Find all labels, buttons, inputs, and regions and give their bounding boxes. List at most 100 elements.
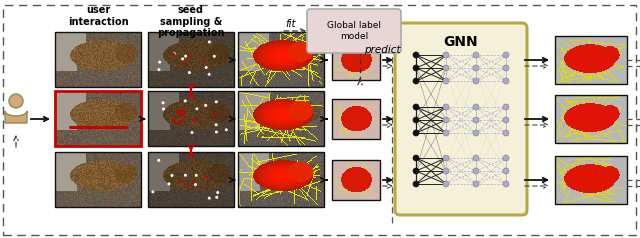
Circle shape <box>473 155 479 161</box>
Text: Global label
model: Global label model <box>327 21 381 41</box>
Bar <box>55 32 141 87</box>
Bar <box>148 91 234 146</box>
Circle shape <box>157 159 160 162</box>
Circle shape <box>158 61 161 64</box>
Circle shape <box>413 117 419 123</box>
Circle shape <box>179 114 183 118</box>
Bar <box>332 99 380 139</box>
FancyBboxPatch shape <box>307 9 401 53</box>
Text: GNN: GNN <box>444 35 478 49</box>
Circle shape <box>215 130 218 134</box>
Circle shape <box>473 65 479 71</box>
Circle shape <box>413 52 419 58</box>
Circle shape <box>225 128 228 131</box>
Circle shape <box>192 180 195 183</box>
Circle shape <box>413 104 419 110</box>
Circle shape <box>215 100 218 103</box>
Circle shape <box>443 168 449 174</box>
Polygon shape <box>5 111 27 123</box>
Circle shape <box>184 55 187 58</box>
Bar <box>148 152 234 207</box>
Bar <box>238 32 324 87</box>
Circle shape <box>178 180 181 183</box>
FancyBboxPatch shape <box>395 23 527 215</box>
Circle shape <box>204 104 207 107</box>
Circle shape <box>203 58 206 61</box>
Circle shape <box>503 168 509 174</box>
Circle shape <box>204 175 207 178</box>
Circle shape <box>443 181 449 187</box>
Circle shape <box>413 130 419 136</box>
Circle shape <box>182 62 186 65</box>
Bar <box>55 91 141 146</box>
Circle shape <box>503 65 509 71</box>
Bar <box>555 156 627 204</box>
Circle shape <box>503 117 509 123</box>
Circle shape <box>473 104 479 110</box>
Circle shape <box>215 196 218 199</box>
Text: user
interaction: user interaction <box>68 5 128 27</box>
Text: seed
sampling &
propagation: seed sampling & propagation <box>157 5 225 38</box>
Bar <box>555 36 627 84</box>
Circle shape <box>208 197 211 200</box>
Circle shape <box>180 109 184 113</box>
Circle shape <box>195 174 198 177</box>
Circle shape <box>503 130 509 136</box>
Circle shape <box>189 56 191 59</box>
Circle shape <box>205 66 208 69</box>
Circle shape <box>182 113 186 116</box>
Circle shape <box>191 131 193 134</box>
Circle shape <box>151 190 154 193</box>
Circle shape <box>503 181 509 187</box>
Circle shape <box>503 52 509 58</box>
Circle shape <box>443 104 449 110</box>
Circle shape <box>216 191 220 194</box>
Circle shape <box>473 130 479 136</box>
Circle shape <box>413 78 419 84</box>
Circle shape <box>214 123 218 126</box>
Circle shape <box>443 78 449 84</box>
Bar <box>238 152 324 207</box>
Circle shape <box>413 181 419 187</box>
Circle shape <box>193 118 196 121</box>
Circle shape <box>443 65 449 71</box>
Circle shape <box>172 53 175 56</box>
Circle shape <box>443 117 449 123</box>
Circle shape <box>162 108 165 110</box>
Circle shape <box>9 94 23 108</box>
Circle shape <box>172 119 175 122</box>
Circle shape <box>178 120 182 124</box>
Circle shape <box>413 168 419 174</box>
Text: fit: fit <box>285 19 296 29</box>
Circle shape <box>188 71 191 74</box>
Circle shape <box>473 78 479 84</box>
Circle shape <box>194 183 197 186</box>
Circle shape <box>413 155 419 161</box>
Circle shape <box>181 57 184 60</box>
Circle shape <box>503 155 509 161</box>
Bar <box>555 95 627 143</box>
Circle shape <box>503 78 509 84</box>
Circle shape <box>207 73 211 76</box>
Circle shape <box>443 130 449 136</box>
Bar <box>55 152 141 207</box>
Circle shape <box>212 114 216 118</box>
Circle shape <box>176 110 180 114</box>
Circle shape <box>473 117 479 123</box>
Circle shape <box>184 174 187 177</box>
Circle shape <box>184 99 187 102</box>
Circle shape <box>413 65 419 71</box>
Circle shape <box>443 52 449 58</box>
Circle shape <box>208 40 211 43</box>
Circle shape <box>213 55 216 58</box>
Circle shape <box>173 52 176 55</box>
Circle shape <box>170 174 173 177</box>
Circle shape <box>473 52 479 58</box>
Bar <box>332 160 380 200</box>
Circle shape <box>473 168 479 174</box>
Circle shape <box>503 104 509 110</box>
Bar <box>238 91 324 146</box>
Bar <box>148 32 234 87</box>
Bar <box>332 40 380 80</box>
Circle shape <box>473 181 479 187</box>
